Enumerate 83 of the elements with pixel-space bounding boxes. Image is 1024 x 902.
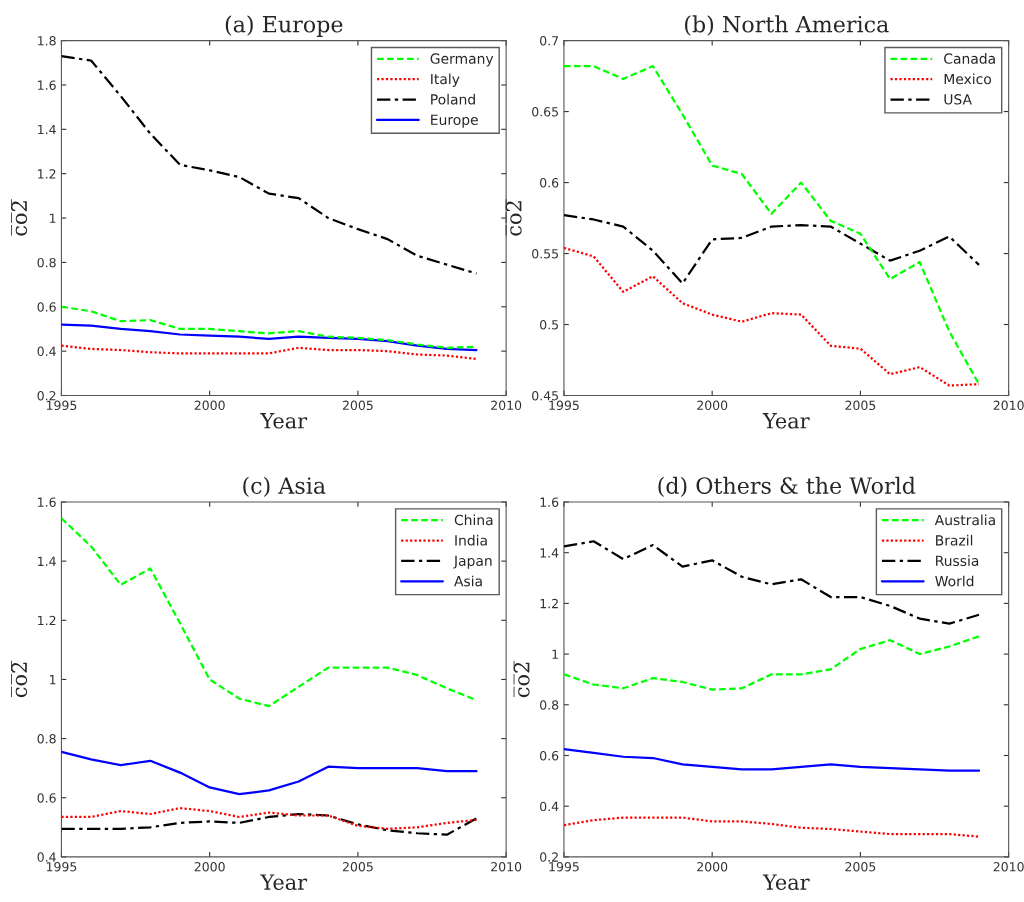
line-series bbox=[563, 748, 981, 772]
line-series bbox=[563, 635, 981, 691]
y-tick-label: 0.4 bbox=[37, 346, 56, 357]
x-tick-label: 2005 bbox=[342, 861, 373, 872]
y-tick-label: 1.6 bbox=[540, 497, 559, 507]
y-tick-label: 0.8 bbox=[37, 734, 56, 744]
y-tick-label: 0.5 bbox=[540, 320, 558, 330]
y-tick-label: 1.2 bbox=[38, 615, 56, 626]
legend-label: Mexico bbox=[944, 73, 992, 85]
line-series bbox=[61, 344, 478, 361]
legend-label: Russia bbox=[936, 555, 979, 567]
y-tick-label: 1.2 bbox=[540, 598, 558, 609]
y-tick-label: 0.7 bbox=[540, 36, 559, 46]
y-tick-label: 0.55 bbox=[532, 249, 558, 259]
y-axis-title: c̅o̅2̅ bbox=[11, 199, 28, 236]
x-tick-label: 2000 bbox=[194, 861, 225, 872]
x-tick-label: 1995 bbox=[549, 861, 579, 872]
legend-label: Japan bbox=[453, 555, 492, 569]
x-tick-label: 2000 bbox=[697, 861, 728, 872]
line-series bbox=[61, 750, 478, 796]
x-axis-title: Year bbox=[762, 874, 810, 890]
x-tick-label: 1995 bbox=[549, 400, 579, 411]
y-tick-label: 1.6 bbox=[38, 80, 56, 90]
legend-label: Europe bbox=[431, 114, 478, 128]
x-tick-label: 2010 bbox=[491, 861, 522, 872]
line-series bbox=[61, 806, 478, 830]
y-tick-label: 0.6 bbox=[37, 793, 56, 803]
y-tick-label: 0.6 bbox=[540, 178, 559, 188]
y-tick-label: 0.2 bbox=[37, 390, 56, 401]
x-tick-label: 2000 bbox=[194, 400, 225, 411]
y-tick-label: 1.4 bbox=[38, 556, 56, 566]
legend-label: World bbox=[935, 575, 974, 587]
y-tick-label: 1.2 bbox=[38, 169, 56, 179]
y-tick-label: 0.8 bbox=[540, 700, 559, 710]
x-tick-label: 2010 bbox=[993, 861, 1024, 872]
legend-label: Australia bbox=[934, 514, 995, 526]
x-tick-label: 2010 bbox=[993, 400, 1024, 411]
y-tick-label: 1.6 bbox=[38, 497, 56, 507]
y-tick-label: 0.65 bbox=[532, 107, 558, 117]
legend-label: Germany bbox=[430, 53, 494, 67]
y-tick-label: 0.4 bbox=[37, 852, 56, 862]
y-tick-label: 1.4 bbox=[38, 124, 56, 135]
x-tick-label: 1995 bbox=[46, 861, 77, 872]
y-tick-label: 1 bbox=[552, 649, 558, 659]
x-tick-label: 2000 bbox=[697, 400, 728, 411]
y-tick-label: 0.8 bbox=[37, 257, 56, 268]
x-tick-label: 2005 bbox=[342, 400, 373, 411]
legend-label: India bbox=[455, 534, 487, 546]
line-series bbox=[61, 323, 478, 352]
legend-label: USA bbox=[944, 94, 972, 105]
chart-title: (d) Others & the World bbox=[658, 476, 916, 498]
y-tick-label: 0.2 bbox=[540, 852, 558, 862]
line-series bbox=[563, 816, 981, 838]
x-tick-label: 1995 bbox=[46, 400, 77, 411]
chart-title: (b) North America bbox=[685, 15, 889, 36]
y-tick-label: 0.45 bbox=[532, 390, 558, 401]
legend-label: Brazil bbox=[936, 534, 973, 546]
y-tick-label: 1.4 bbox=[540, 548, 559, 558]
x-tick-label: 2005 bbox=[845, 400, 876, 411]
y-axis-title: c̅o̅2̅ bbox=[505, 199, 522, 236]
x-axis-title: Year bbox=[260, 413, 308, 429]
y-axis-title: c̅o̅2̅ bbox=[513, 660, 530, 698]
legend-label: Italy bbox=[431, 73, 460, 87]
x-axis-title: Year bbox=[762, 413, 810, 429]
line-series bbox=[563, 246, 981, 387]
chart-title: (c) Asia bbox=[243, 476, 326, 498]
y-tick-label: 1 bbox=[50, 213, 56, 223]
y-tick-label: 0.4 bbox=[540, 801, 559, 812]
y-tick-label: 0.6 bbox=[540, 750, 559, 761]
y-tick-label: 1.8 bbox=[38, 36, 56, 46]
x-tick-label: 2005 bbox=[845, 861, 876, 872]
legend-label: Poland bbox=[431, 93, 475, 105]
legend-label: Asia bbox=[454, 575, 482, 587]
line-series bbox=[61, 812, 478, 836]
chart-title: (a) Europe bbox=[225, 15, 343, 37]
legend-label: China bbox=[454, 514, 493, 526]
y-tick-label: 1 bbox=[50, 675, 56, 685]
legend-label: Canada bbox=[944, 53, 995, 64]
x-tick-label: 2010 bbox=[491, 400, 522, 411]
y-tick-label: 0.6 bbox=[37, 302, 56, 312]
x-axis-title: Year bbox=[260, 874, 308, 890]
y-axis-title: c̅o̅2̅ bbox=[11, 660, 28, 698]
line-series bbox=[563, 214, 981, 285]
